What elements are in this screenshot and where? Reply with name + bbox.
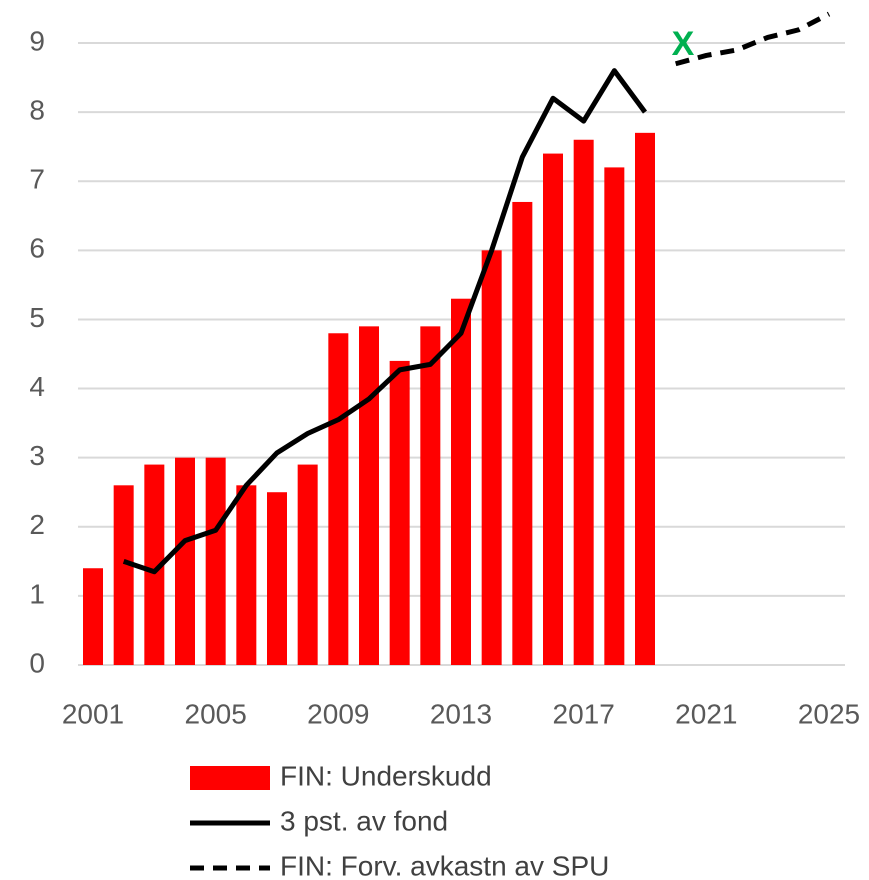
line [122, 68, 648, 575]
bar [512, 201, 533, 665]
bar [359, 326, 379, 665]
y-tick-label: 5 [29, 302, 45, 333]
bar [83, 568, 103, 665]
x-tick-label: 2001 [62, 698, 124, 729]
y-tick-label: 6 [29, 233, 45, 264]
x-tick-label: 2005 [185, 698, 247, 729]
bar [113, 485, 134, 665]
bar [389, 360, 410, 665]
y-tick-label: 8 [29, 95, 45, 126]
bar [481, 250, 502, 666]
bar [144, 464, 165, 665]
bar [175, 457, 195, 665]
annotation: X [672, 25, 695, 63]
bar [236, 485, 257, 665]
y-tick-label: 0 [29, 647, 45, 678]
x-tick-label: 2009 [307, 698, 369, 729]
legend-label: FIN: Forv. avkastn av SPU [280, 850, 609, 880]
bar [635, 132, 655, 665]
bar [205, 457, 226, 665]
x-tick-label: 2021 [675, 698, 737, 729]
y-tick-label: 4 [29, 371, 45, 402]
x-tick-label: 2017 [553, 698, 615, 729]
legend-swatch [190, 766, 270, 790]
y-tick-label: 3 [29, 440, 45, 471]
bar [297, 464, 318, 665]
y-tick-label: 2 [29, 509, 45, 540]
line [675, 11, 831, 67]
x-tick-label: 2013 [430, 698, 492, 729]
bar [573, 139, 594, 665]
y-tick-label: 7 [29, 164, 45, 195]
bar [267, 492, 287, 665]
bar [328, 333, 349, 665]
bar [604, 167, 625, 665]
y-tick-label: 9 [29, 25, 45, 56]
x-tick-label: 2025 [798, 698, 860, 729]
legend-label: 3 pst. av fond [280, 805, 448, 836]
bar [420, 326, 441, 665]
bar [451, 298, 471, 665]
bar [543, 153, 563, 666]
y-tick-label: 1 [29, 578, 45, 609]
legend-label: FIN: Underskudd [280, 760, 492, 791]
